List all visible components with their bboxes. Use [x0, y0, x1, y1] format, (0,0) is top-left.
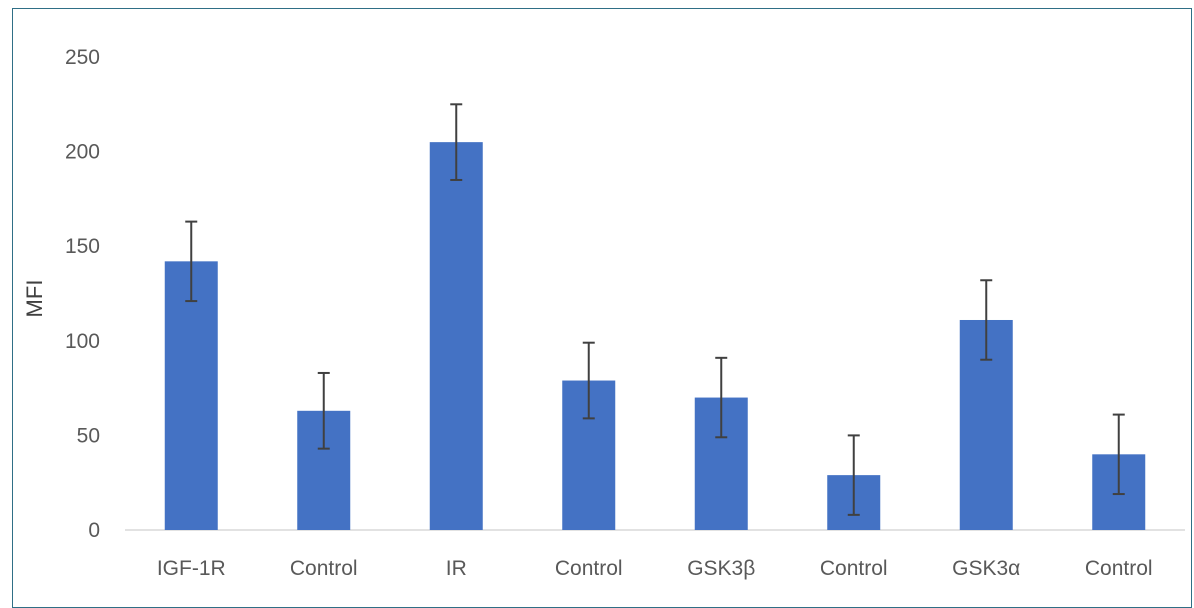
- y-axis-ticks: 0 50 100 150 200 250: [65, 46, 100, 542]
- x-tick-label: Control: [820, 557, 888, 580]
- error-bar: [847, 434, 860, 516]
- error-bar: [317, 371, 330, 450]
- error-bar: [1112, 413, 1125, 496]
- x-tick-label: IGF-1R: [157, 557, 226, 580]
- error-bar: [715, 356, 728, 439]
- y-tick-label: 250: [65, 46, 100, 69]
- x-tick-label: IR: [446, 557, 467, 580]
- x-tick-label: Control: [555, 557, 623, 580]
- x-tick-label: Control: [290, 557, 358, 580]
- error-bars: [185, 103, 1125, 516]
- y-tick-label: 150: [65, 235, 100, 258]
- bar: [429, 142, 483, 530]
- y-axis-title: MFI: [22, 280, 47, 318]
- x-tick-label: GSK3β: [687, 557, 755, 580]
- y-tick-label: 0: [88, 519, 100, 542]
- x-axis-ticks: IGF-1R Control IR Control GSK3β Control GSK3α C…: [157, 557, 1153, 580]
- bar-chart: 0 50 100 150 200 250 IGF-1R Control IR Control GS…: [22, 46, 1185, 580]
- error-bar: [185, 220, 198, 303]
- y-tick-label: 100: [65, 330, 100, 353]
- x-tick-label: GSK3α: [952, 557, 1020, 580]
- y-tick-label: 50: [77, 424, 100, 447]
- bar: [164, 261, 218, 530]
- bars: [164, 142, 1146, 530]
- error-bar: [450, 103, 463, 181]
- error-bar: [980, 279, 993, 361]
- y-tick-label: 200: [65, 141, 100, 164]
- error-bar: [582, 341, 595, 420]
- x-tick-label: Control: [1085, 557, 1153, 580]
